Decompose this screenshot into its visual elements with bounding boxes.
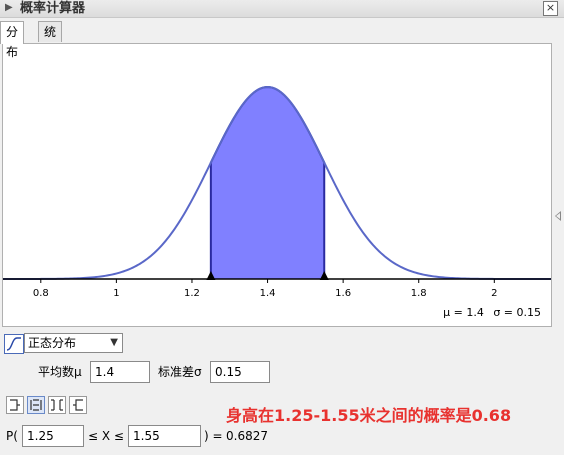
chevron-down-icon: ▼ <box>110 337 118 348</box>
tab-statistics[interactable]: 统计 <box>38 21 63 59</box>
x-tick-label: 1 <box>113 288 119 299</box>
probability-result: 0.6827 <box>226 429 268 443</box>
upper-bound-input[interactable] <box>128 425 201 447</box>
sigma-readout: σ = 0.15 <box>493 306 541 319</box>
interval-icon[interactable] <box>27 396 45 414</box>
mean-input[interactable] <box>90 361 150 383</box>
interval-marker[interactable] <box>206 271 216 280</box>
inequality-label: ≤ X ≤ <box>88 429 124 443</box>
controls-panel: 正态分布 ▼ 平均数μ 标准差σ 身高在1.25-1.55米之间的概率是0.68… <box>0 328 552 455</box>
x-tick-label: 2 <box>491 288 497 299</box>
probability-prefix: P( <box>6 429 18 443</box>
distribution-plot: 0.8 1 1.2 1.4 1.6 1.8 2 μ = 1.4 σ = 0.15 <box>2 43 552 327</box>
distribution-select[interactable]: 正态分布 ▼ <box>24 333 123 353</box>
lower-bound-input[interactable] <box>22 425 84 447</box>
shaded-probability-area <box>210 87 325 279</box>
x-tick-label: 1.8 <box>411 288 427 299</box>
x-tick-label: 1.4 <box>260 288 276 299</box>
distribution-select-value: 正态分布 <box>28 336 77 350</box>
x-tick-label: 0.8 <box>33 288 49 299</box>
collapse-arrow-icon[interactable]: ▶ <box>5 2 13 13</box>
title-bar: ▶ 概率计算器 × <box>0 0 564 18</box>
parameter-readout: μ = 1.4 σ = 0.15 <box>437 306 541 319</box>
x-tick-label: 1.6 <box>335 288 351 299</box>
x-tick-label: 1.2 <box>184 288 200 299</box>
mu-readout: μ = 1.4 <box>443 306 484 319</box>
side-panel-toggle-icon[interactable] <box>555 211 561 221</box>
distribution-curve-icon[interactable] <box>4 334 24 354</box>
left-sided-icon[interactable] <box>6 396 24 414</box>
normal-curve-chart: 0.8 1 1.2 1.4 1.6 1.8 2 <box>3 85 551 299</box>
sd-input[interactable] <box>210 361 270 383</box>
tab-distribution[interactable]: 分布 <box>0 21 25 59</box>
result-prefix: ) = <box>204 429 223 443</box>
right-sided-icon[interactable] <box>69 396 87 414</box>
two-tailed-icon[interactable] <box>48 396 66 414</box>
window-title: 概率计算器 <box>20 1 86 16</box>
interval-marker[interactable] <box>319 271 329 280</box>
mean-label: 平均数μ <box>38 365 82 379</box>
close-icon[interactable]: × <box>543 1 558 16</box>
annotation-text: 身高在1.25-1.55米之间的概率是0.68 <box>226 406 512 425</box>
sd-label: 标准差σ <box>158 365 202 379</box>
